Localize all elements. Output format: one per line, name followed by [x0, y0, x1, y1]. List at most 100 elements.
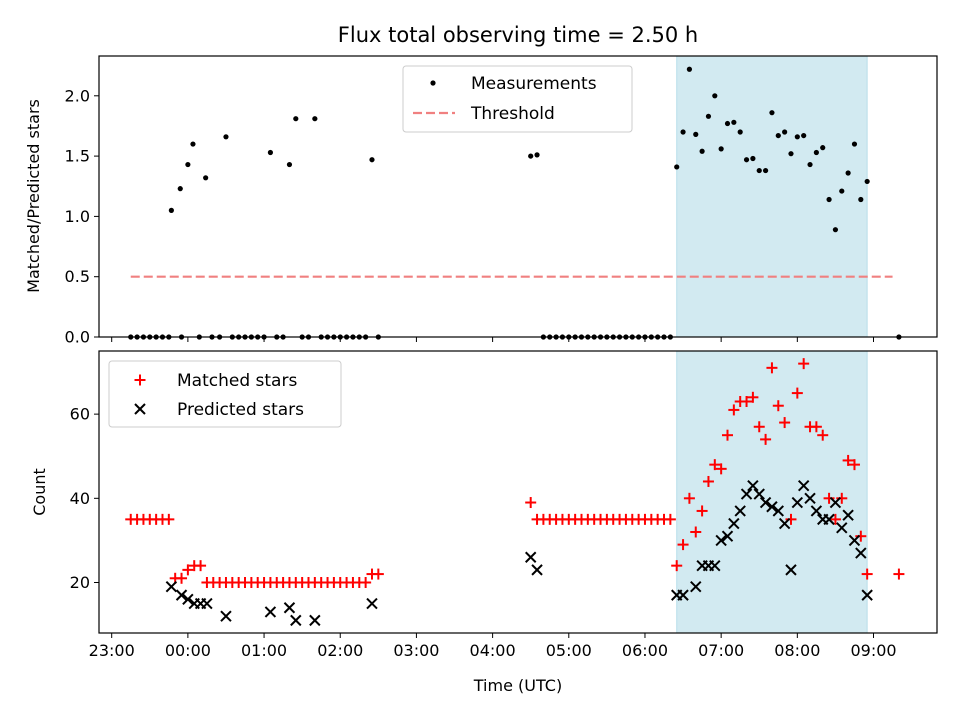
top-y-axis-label: Matched/Predicted stars	[24, 99, 43, 293]
predicted-star-point	[734, 505, 746, 517]
marker-b	[734, 505, 746, 517]
predicted-star-point	[753, 488, 765, 500]
matched-star-point	[753, 421, 765, 433]
marker-b	[264, 606, 277, 618]
measurement-point	[693, 131, 699, 137]
marker-b	[740, 488, 753, 500]
bottom-y-tick-label: 40	[70, 489, 90, 508]
measurement-point	[674, 164, 680, 170]
marker-b	[182, 593, 194, 606]
bottom-y-tick-label: 20	[70, 573, 90, 592]
predicted-star-point	[721, 530, 734, 542]
predicted-star-point	[677, 589, 689, 601]
marker-b	[785, 564, 797, 576]
matched-star-point	[671, 560, 683, 572]
marker-b	[524, 551, 537, 563]
predicted-star-point	[766, 501, 778, 513]
top-plot-area: 0.0 0.5 1.0 1.5 2.0 Measurements Threshold	[65, 55, 938, 347]
marker-b	[823, 513, 835, 526]
marker-b	[747, 479, 759, 492]
marker-b	[829, 496, 842, 509]
bottom-series-predicted-stars	[165, 479, 873, 627]
matched-star-point	[747, 391, 759, 403]
measurement-point	[312, 116, 318, 122]
measurement-point	[788, 151, 794, 157]
top-axes-frame	[98, 55, 938, 338]
predicted-star-point	[728, 517, 740, 530]
matched-star-point	[829, 513, 841, 525]
predicted-star-point	[791, 496, 804, 509]
matched-star-point	[372, 568, 384, 580]
x-tick-label: 03:00	[393, 641, 439, 660]
x-tick-label: 09:00	[850, 641, 896, 660]
marker-b	[753, 488, 765, 500]
marker-b	[165, 580, 178, 593]
matched-star-point	[163, 513, 175, 525]
matched-star-point	[176, 572, 188, 584]
measurement-point	[839, 188, 845, 194]
measurement-point	[762, 167, 769, 174]
matched-star-point	[817, 429, 829, 441]
legend-threshold-label: Threshold	[470, 104, 555, 124]
marker-b	[836, 522, 848, 534]
measurement-point	[686, 66, 693, 72]
marker-b	[283, 602, 296, 614]
matched-star-point	[696, 505, 708, 517]
measurement-point	[794, 134, 800, 140]
measurement-point	[168, 207, 174, 213]
predicted-star-point	[829, 496, 842, 509]
measurement-point	[737, 129, 743, 135]
top-chart-title: Flux total observing time = 2.50 h	[338, 23, 698, 47]
measurement-point	[807, 161, 813, 168]
matched-star-point	[683, 492, 695, 504]
measurement-point	[534, 152, 540, 158]
matched-star-point	[360, 576, 372, 588]
x-tick-label: 04:00	[470, 641, 516, 660]
x-tick-label: 05:00	[546, 641, 592, 660]
measurement-point	[832, 227, 839, 233]
measurement-point	[680, 129, 686, 135]
bottom-y-axis-label: Count	[30, 468, 49, 516]
marker-b	[175, 589, 188, 601]
predicted-star-point	[785, 564, 797, 576]
bottom-series-matched-stars	[125, 358, 905, 588]
predicted-star-point	[220, 610, 232, 622]
measurement-point	[177, 186, 183, 192]
matched-star-point	[893, 568, 905, 580]
predicted-star-point	[283, 602, 296, 614]
marker-b	[772, 505, 784, 517]
predicted-star-point	[836, 522, 848, 534]
marker-b	[766, 501, 778, 513]
top-y-tick-label: 0.0	[65, 328, 90, 347]
matched-star-point	[741, 396, 753, 408]
marker-b	[804, 492, 816, 505]
bottom-legend-box	[108, 360, 342, 428]
matched-star-point	[785, 513, 797, 525]
predicted-star-point	[747, 479, 759, 492]
marker-b	[531, 564, 543, 576]
predicted-star-point	[861, 589, 873, 601]
measurement-point	[185, 161, 191, 168]
predicted-star-point	[182, 593, 194, 606]
marker-b	[797, 479, 810, 492]
x-axis-label: Time (UTC)	[473, 676, 562, 695]
matched-star-point	[823, 492, 835, 504]
measurement-point	[782, 129, 788, 135]
predicted-star-point	[778, 517, 791, 530]
measurement-point	[712, 93, 718, 99]
predicted-star-point	[855, 547, 867, 559]
legend-matched-marker	[134, 374, 146, 386]
measurement-point	[223, 134, 229, 140]
matched-star-point	[709, 459, 721, 471]
top-y-tick-label: 0.5	[65, 267, 90, 286]
measurement-point	[864, 178, 870, 185]
legend-measurement-marker	[430, 80, 436, 86]
marker-b	[861, 589, 873, 601]
matched-star-point	[690, 526, 702, 538]
marker-b	[810, 505, 823, 517]
measurement-point	[731, 119, 737, 125]
predicted-star-point	[715, 534, 727, 547]
matched-star-point	[677, 539, 689, 551]
marker-b	[134, 403, 146, 415]
